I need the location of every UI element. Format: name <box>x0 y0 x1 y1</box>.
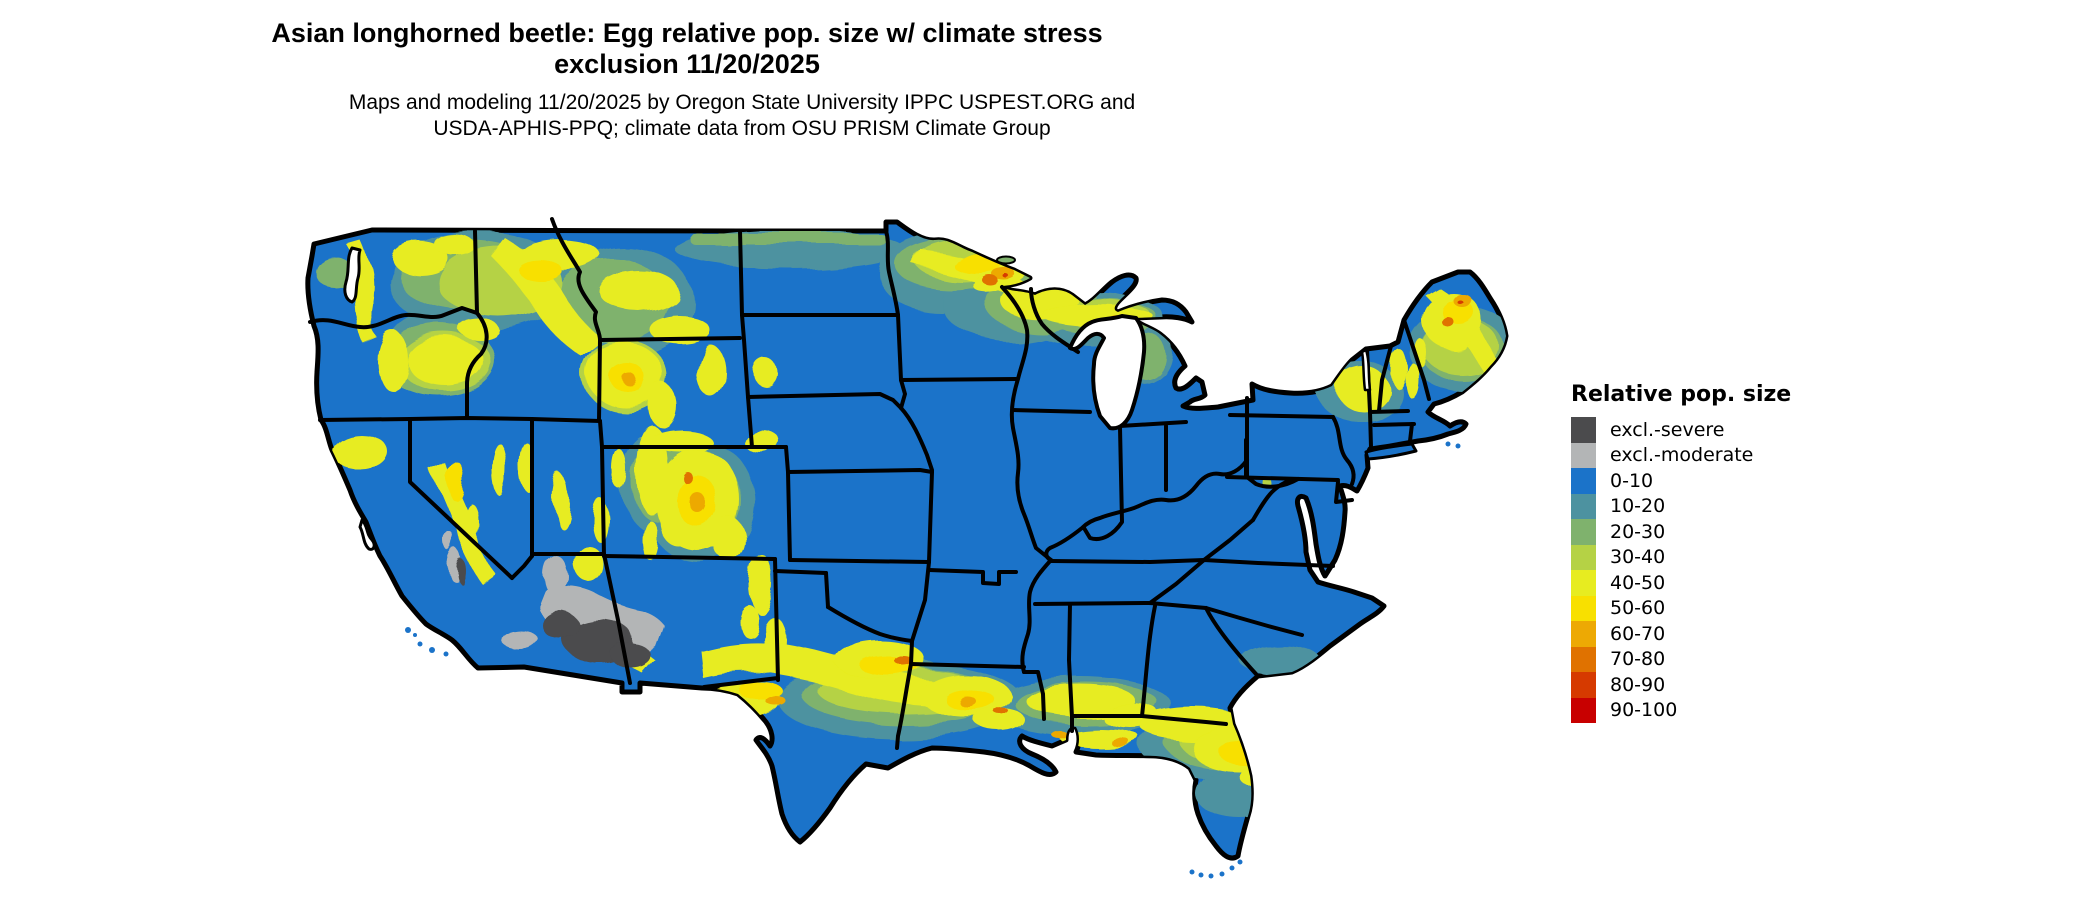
nantucket-islands <box>1445 441 1461 449</box>
legend-swatch-0-10 <box>1571 468 1596 494</box>
puget-sound <box>343 246 362 304</box>
legend-label: 40-50 <box>1610 571 1666 594</box>
isle-royale <box>996 255 1016 265</box>
legend-label: excl.-severe <box>1610 418 1725 441</box>
legend-swatch-80-90 <box>1571 672 1596 698</box>
legend: Relative pop. size excl.-severe excl.-mo… <box>1571 382 1791 723</box>
legend-label: 20-30 <box>1610 520 1666 543</box>
legend-row: 90-100 <box>1571 697 1791 723</box>
legend-label: 90-100 <box>1610 699 1678 722</box>
map-subtitle-line2: USDA-APHIS-PPQ; climate data from OSU PR… <box>433 117 1051 140</box>
long-island <box>1364 442 1418 461</box>
legend-row: 20-30 <box>1571 519 1791 545</box>
legend-label: 0-10 <box>1610 469 1654 492</box>
legend-row: 70-80 <box>1571 646 1791 672</box>
legend-label: 50-60 <box>1610 597 1666 620</box>
legend-row: 0-10 <box>1571 468 1791 494</box>
islands <box>405 255 1461 879</box>
legend-swatch-90-100 <box>1571 697 1596 723</box>
exclusion-overlays <box>443 530 663 667</box>
legend-label: excl.-moderate <box>1610 444 1754 467</box>
legend-swatch-60-70 <box>1571 621 1596 647</box>
legend-swatch-30-40 <box>1571 544 1596 570</box>
lake-michigan <box>1068 314 1147 431</box>
great-lakes <box>343 246 1372 551</box>
channel-islands <box>405 627 449 657</box>
state-borders <box>308 217 1431 750</box>
legend-swatch-10-20 <box>1571 493 1596 519</box>
legend-row: 10-20 <box>1571 493 1791 519</box>
exclusion-severe-region <box>457 560 650 667</box>
legend-label: 70-80 <box>1610 648 1666 671</box>
legend-row: excl.-moderate <box>1571 442 1791 468</box>
title-block: Asian longhorned beetle: Egg relative po… <box>271 18 1102 80</box>
legend-swatch-20-30 <box>1571 519 1596 545</box>
legend-swatch-excl-severe <box>1571 417 1596 443</box>
subtitle-block: Maps and modeling 11/20/2025 by Oregon S… <box>349 90 1135 142</box>
legend-row: 50-60 <box>1571 595 1791 621</box>
legend-swatch-50-60 <box>1571 595 1596 621</box>
legend-title: Relative pop. size <box>1571 382 1792 407</box>
lake-champlain <box>1360 348 1372 392</box>
map-subtitle-line1: Maps and modeling 11/20/2025 by Oregon S… <box>348 91 1136 114</box>
legend-row: 40-50 <box>1571 570 1791 596</box>
san-francisco-bay <box>358 518 376 551</box>
legend-row: excl.-severe <box>1571 417 1791 443</box>
map-title-line1: Asian longhorned beetle: Egg relative po… <box>271 18 1103 48</box>
legend-row: 80-90 <box>1571 672 1791 698</box>
legend-row: 60-70 <box>1571 621 1791 647</box>
map-title-line2: exclusion 11/20/2025 <box>554 49 820 79</box>
florida-keys <box>1189 859 1243 879</box>
legend-swatch-40-50 <box>1571 570 1596 596</box>
legend-swatch-70-80 <box>1571 646 1596 672</box>
legend-label: 30-40 <box>1610 546 1666 569</box>
legend-swatch-excl-moderate <box>1571 442 1596 468</box>
legend-label: 60-70 <box>1610 622 1666 645</box>
legend-row: 30-40 <box>1571 544 1791 570</box>
legend-label: 10-20 <box>1610 495 1666 518</box>
legend-label: 80-90 <box>1610 673 1666 696</box>
